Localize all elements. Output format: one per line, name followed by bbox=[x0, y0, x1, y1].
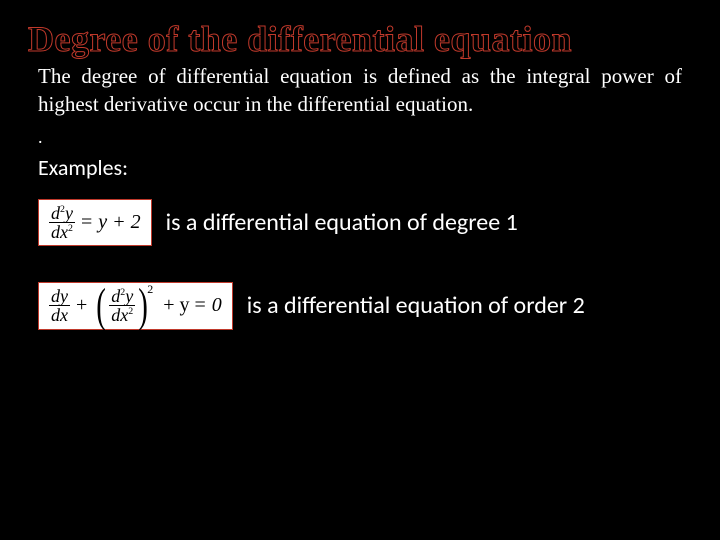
eq1-rhs: y + 2 bbox=[98, 211, 140, 234]
dot-line: . bbox=[0, 119, 720, 148]
eq2-t1-num: dy bbox=[49, 287, 70, 306]
eq2-t2-num-d: d bbox=[111, 286, 120, 306]
eq2-t2-num-y: y bbox=[125, 286, 133, 306]
eq2-t1-den: dx bbox=[49, 306, 70, 324]
example-1-text: is a differential equation of degree 1 bbox=[166, 208, 518, 237]
eq2-plus1: + bbox=[76, 294, 87, 317]
definition-text: The degree of differential equation is d… bbox=[0, 62, 720, 119]
eq1-num-d: d bbox=[51, 203, 60, 223]
eq2-term2-fraction: d2y dx2 bbox=[109, 287, 135, 324]
eq1-den-dx: dx bbox=[51, 222, 68, 242]
eq2-lparen-icon: ( bbox=[96, 287, 106, 325]
eq2-outer-exp: 2 bbox=[147, 282, 153, 297]
eq2-paren-group: ( d2y dx2 ) 2 bbox=[93, 287, 157, 325]
eq1-equals: = bbox=[81, 211, 92, 234]
equation-1-lhs-fraction: d2y dx2 bbox=[49, 204, 75, 241]
eq2-t2-num-sup: 2 bbox=[120, 287, 125, 298]
example-1-row: d2y dx2 = y + 2 is a differential equati… bbox=[0, 181, 720, 246]
eq1-den-sup: 2 bbox=[68, 223, 73, 234]
eq2-t2-den-sup: 2 bbox=[128, 306, 133, 317]
eq2-zero: 0 bbox=[212, 294, 222, 317]
example-2-row: dy dx + ( d2y dx2 ) 2 + y = 0 is a diffe… bbox=[0, 246, 720, 330]
eq1-num-y: y bbox=[65, 203, 73, 223]
eq2-term1-fraction: dy dx bbox=[49, 287, 70, 324]
slide-title: Degree of the differential equation bbox=[0, 0, 720, 62]
equation-2-box: dy dx + ( d2y dx2 ) 2 + y = 0 bbox=[38, 282, 233, 330]
examples-label: Examples: bbox=[0, 148, 720, 181]
equation-1-box: d2y dx2 = y + 2 bbox=[38, 199, 152, 246]
eq2-t2-den-dx: dx bbox=[111, 305, 128, 325]
example-2-text: is a differential equation of order 2 bbox=[247, 291, 585, 320]
eq2-plus-y-eq: + y = bbox=[163, 294, 206, 317]
eq1-num-sup: 2 bbox=[60, 204, 65, 215]
